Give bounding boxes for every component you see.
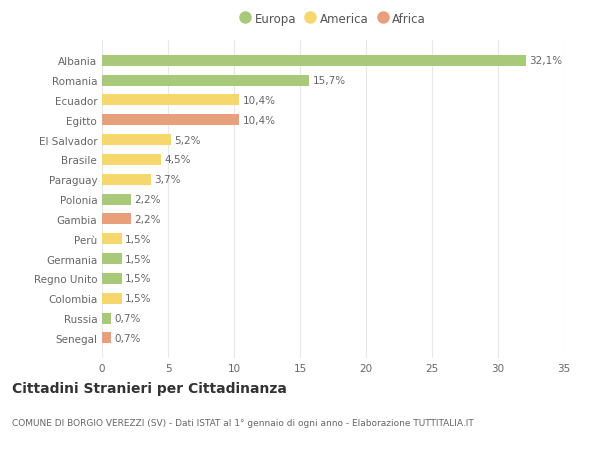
- Bar: [102, 155, 161, 166]
- Text: 0,7%: 0,7%: [115, 313, 141, 324]
- Text: 10,4%: 10,4%: [242, 116, 275, 125]
- Bar: [102, 115, 239, 126]
- Text: 2,2%: 2,2%: [134, 214, 161, 224]
- Bar: [102, 234, 122, 245]
- Bar: [102, 313, 111, 324]
- Bar: [102, 75, 309, 86]
- Text: 1,5%: 1,5%: [125, 234, 152, 244]
- Text: 2,2%: 2,2%: [134, 195, 161, 205]
- Bar: [102, 135, 170, 146]
- Text: 4,5%: 4,5%: [164, 155, 191, 165]
- Text: 1,5%: 1,5%: [125, 294, 152, 303]
- Bar: [102, 274, 122, 284]
- Text: 15,7%: 15,7%: [313, 76, 346, 86]
- Bar: [102, 95, 239, 106]
- Text: Cittadini Stranieri per Cittadinanza: Cittadini Stranieri per Cittadinanza: [12, 381, 287, 395]
- Bar: [102, 194, 131, 205]
- Bar: [102, 214, 131, 225]
- Text: 0,7%: 0,7%: [115, 333, 141, 343]
- Bar: [102, 174, 151, 185]
- Bar: [102, 333, 111, 344]
- Bar: [102, 293, 122, 304]
- Bar: [102, 56, 526, 67]
- Text: 5,2%: 5,2%: [174, 135, 200, 146]
- Text: 10,4%: 10,4%: [242, 96, 275, 106]
- Bar: [102, 253, 122, 264]
- Text: 32,1%: 32,1%: [529, 56, 562, 66]
- Legend: Europa, America, Africa: Europa, America, Africa: [237, 9, 429, 29]
- Text: COMUNE DI BORGIO VEREZZI (SV) - Dati ISTAT al 1° gennaio di ogni anno - Elaboraz: COMUNE DI BORGIO VEREZZI (SV) - Dati IST…: [12, 418, 474, 427]
- Text: 3,7%: 3,7%: [154, 175, 181, 185]
- Text: 1,5%: 1,5%: [125, 274, 152, 284]
- Text: 1,5%: 1,5%: [125, 254, 152, 264]
